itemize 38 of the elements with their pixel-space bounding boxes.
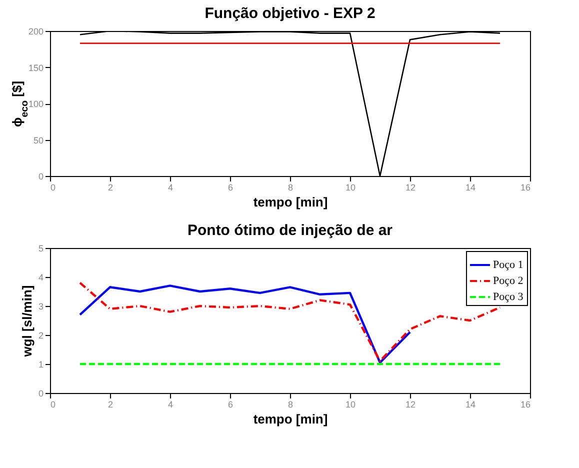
y-tick-label: 3 xyxy=(38,302,44,312)
x-tick-label: 10 xyxy=(345,400,356,410)
y-tick-label: 5 xyxy=(38,244,44,254)
x-tick-label: 4 xyxy=(168,182,174,192)
x-tick-label: 16 xyxy=(520,400,530,410)
x-tick-label: 10 xyxy=(345,182,356,192)
x-tick-label: 8 xyxy=(288,182,294,192)
x-axis-title: tempo [min] xyxy=(253,412,328,426)
y-tick-label: 4 xyxy=(38,272,44,282)
y-tick-label: 0 xyxy=(38,388,44,398)
x-tick-label: 12 xyxy=(405,182,416,192)
x-tick-label: 0 xyxy=(50,182,56,192)
chart-title: Função objetivo - EXP 2 xyxy=(204,5,376,22)
x-tick-label: 2 xyxy=(108,182,114,192)
y-tick-label: 0 xyxy=(38,172,44,182)
legend-label: Poço 1 xyxy=(493,259,524,271)
y-tick-label: 100 xyxy=(28,99,44,109)
x-tick-label: 14 xyxy=(465,400,476,410)
y-tick-label: 1 xyxy=(38,360,44,370)
x-tick-label: 6 xyxy=(228,400,234,410)
legend-label: Poço 3 xyxy=(493,291,524,303)
x-tick-label: 12 xyxy=(405,400,416,410)
x-tick-label: 16 xyxy=(520,182,530,192)
x-tick-label: 0 xyxy=(50,400,56,410)
x-tick-label: 6 xyxy=(228,182,234,192)
y-tick-label: 50 xyxy=(33,135,44,146)
chart-title: Ponto ótimo de injeção de ar xyxy=(187,222,393,239)
y-tick-label: 200 xyxy=(28,26,44,36)
x-axis-title: tempo [min] xyxy=(253,194,328,210)
x-tick-label: 8 xyxy=(288,400,294,410)
y-tick-label: 150 xyxy=(28,62,44,73)
x-tick-label: 4 xyxy=(168,400,174,410)
x-tick-label: 14 xyxy=(465,182,476,192)
y-tick-label: 2 xyxy=(38,330,44,340)
x-tick-label: 2 xyxy=(108,400,114,410)
legend-label: Poço 2 xyxy=(493,275,524,287)
y-axis-title: wgl [sl/min] xyxy=(19,285,34,358)
line-series xyxy=(78,284,412,364)
